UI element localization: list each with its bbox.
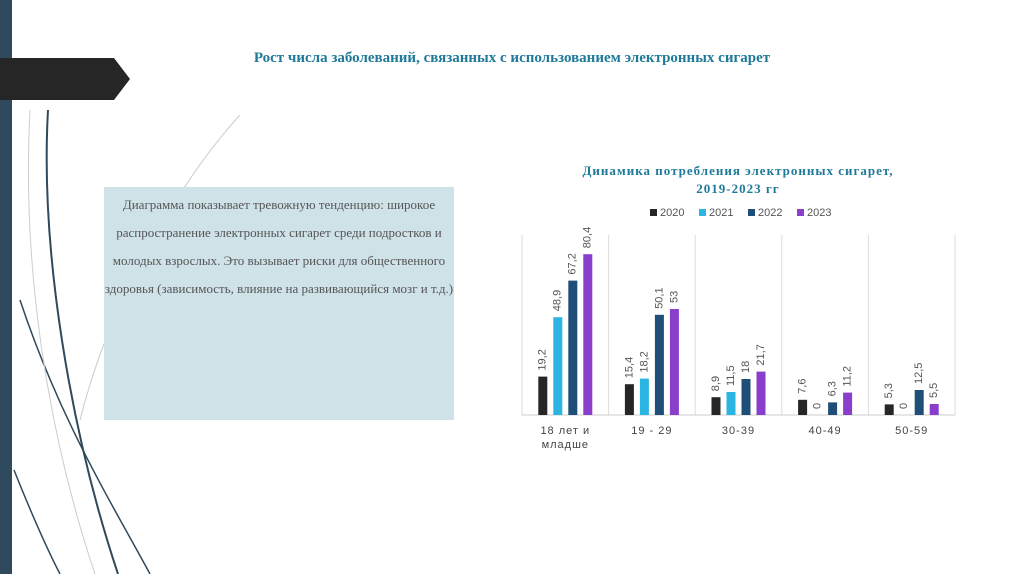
bar [741, 379, 751, 415]
value-label: 19,2 [537, 349, 549, 370]
value-label: 50,1 [653, 287, 665, 308]
bar [654, 314, 664, 415]
bar [828, 402, 838, 415]
text-box: Диаграмма показывает тревожную тенденцию… [104, 187, 454, 420]
value-label: 53 [668, 291, 680, 303]
bar [929, 404, 939, 415]
bar [538, 376, 548, 415]
deco [19, 299, 151, 574]
legend-label: 2023 [807, 207, 831, 219]
value-label: 18 [740, 361, 752, 373]
bar [798, 399, 808, 415]
bar [568, 280, 578, 415]
bar [711, 397, 721, 415]
value-label: 11,5 [725, 365, 737, 386]
value-label: 5,3 [883, 383, 895, 398]
legend-label: 2021 [709, 207, 733, 219]
side-bar [0, 0, 12, 574]
value-label: 48,9 [552, 290, 564, 311]
x-tick-label: 30-39 [721, 425, 756, 437]
deco [27, 109, 96, 574]
legend-swatch [797, 209, 804, 216]
slide-title: Рост числа заболеваний, связанных с испо… [253, 50, 771, 66]
x-tick-label: 19 - 29 [631, 425, 673, 437]
bar [583, 254, 593, 415]
value-label: 15,4 [623, 357, 635, 378]
legend-swatch [650, 209, 657, 216]
bar [639, 378, 649, 415]
bar [843, 392, 853, 415]
bar [669, 309, 679, 415]
bar [726, 392, 736, 415]
value-label: 12,5 [913, 363, 925, 384]
value-label: 7,6 [797, 379, 809, 394]
value-label: 0 [812, 403, 824, 409]
x-tick-label: 50-59 [895, 425, 929, 437]
arrow [0, 58, 130, 100]
legend-swatch [699, 209, 706, 216]
value-label: 67,2 [567, 253, 579, 274]
value-label: 11,2 [842, 366, 854, 387]
bar [756, 371, 766, 415]
deco [13, 469, 61, 574]
value-label: 8,9 [710, 376, 722, 391]
chart-title: Динамика потребления электронных сигарет… [582, 163, 894, 196]
value-label: 0 [898, 403, 910, 409]
x-tick-label: 40-49 [808, 425, 842, 437]
bar [624, 384, 634, 415]
legend-swatch [748, 209, 755, 216]
bar [553, 317, 563, 415]
legend-label: 2022 [758, 207, 782, 219]
value-label: 5,5 [928, 383, 940, 398]
value-label: 21,7 [755, 344, 767, 365]
deco [45, 109, 119, 574]
bar [914, 390, 924, 415]
legend-label: 2020 [660, 207, 684, 219]
value-label: 6,3 [827, 381, 839, 396]
bar [884, 404, 894, 415]
value-label: 18,2 [638, 351, 650, 372]
value-label: 80,4 [582, 227, 594, 248]
x-tick-label: 18 лет и младше [540, 425, 591, 451]
